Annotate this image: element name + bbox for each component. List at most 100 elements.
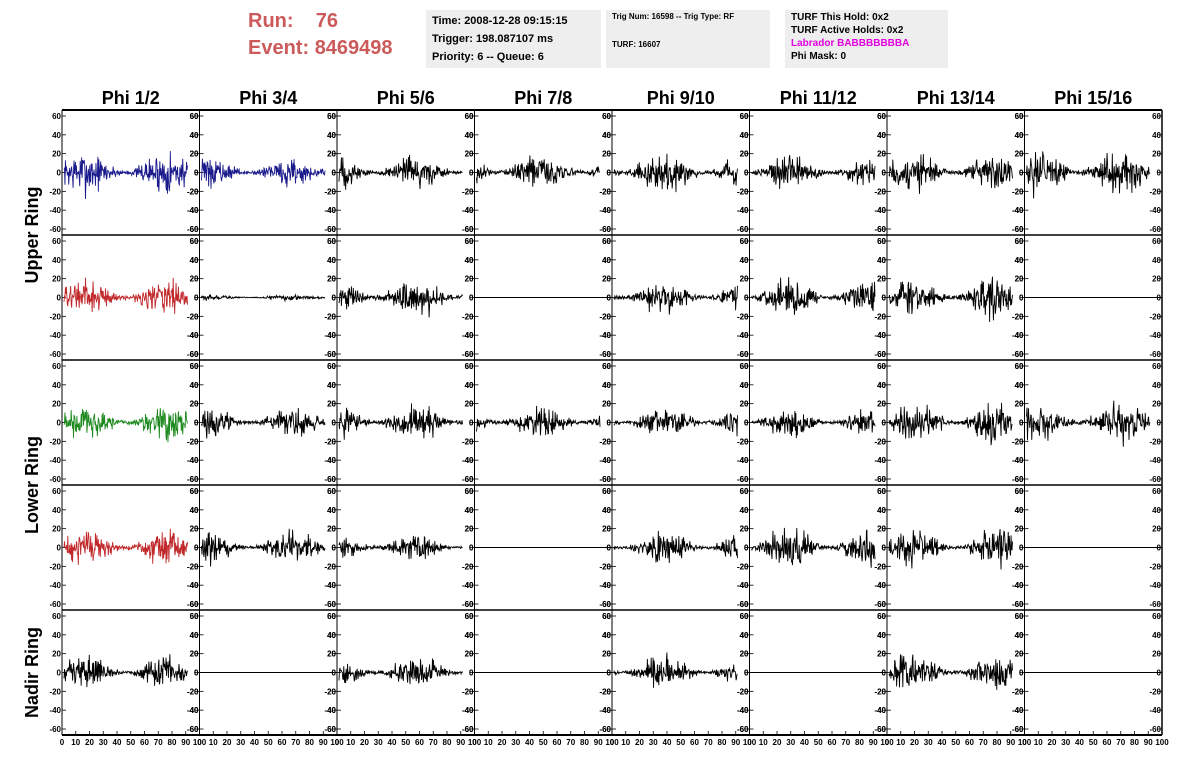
y-tick-label: 60: [740, 237, 749, 246]
y-tick-label: -20: [1012, 562, 1024, 571]
y-tick-label: 60: [465, 612, 474, 621]
y-tick-label-right: -40: [599, 331, 611, 340]
x-tick-label: 50: [814, 738, 823, 747]
y-tick-label-right: 40: [602, 381, 611, 390]
y-tick-label: 0: [744, 294, 749, 303]
y-tick-label: 20: [602, 275, 611, 284]
y-tick-label: -60: [462, 600, 474, 609]
y-tick-label-right: -60: [187, 725, 199, 734]
panel-r3-c0: 60 60 40 40 20 20 0 0 -20 -20 -40 -40 -60 -60: [49, 485, 200, 610]
y-tick-label: 20: [602, 150, 611, 159]
y-tick-label: 60: [52, 112, 61, 121]
y-tick-label-right: -20: [462, 312, 474, 321]
row-headers: Upper Ring Lower Ring Nadir Ring: [22, 187, 42, 719]
y-tick-label: 20: [190, 650, 199, 659]
y-tick-label: 60: [465, 237, 474, 246]
y-tick-label: 60: [1015, 612, 1024, 621]
y-tick-label-right: 60: [327, 487, 336, 496]
y-tick-label: 0: [332, 419, 337, 428]
waveform-panels: 60 60 40 40 20 20 0 0 -20 -20 -40 -40 -60 -60 60 60 40 40…: [49, 109, 1169, 747]
y-tick-label-right: -20: [874, 687, 886, 696]
turf-text: TURF: 16607: [612, 40, 661, 49]
y-tick-label: -40: [874, 206, 886, 215]
y-tick-label: 60: [52, 612, 61, 621]
y-tick-label: 0: [469, 419, 474, 428]
y-tick-label-right: -20: [324, 562, 336, 571]
y-tick-label: -40: [737, 456, 749, 465]
x-tick-label: 60: [690, 738, 699, 747]
y-tick-label-right: -40: [599, 206, 611, 215]
y-tick-label: 0: [57, 669, 62, 678]
y-tick-label: -20: [874, 437, 886, 446]
x-tick-label: 90: [456, 738, 465, 747]
y-tick-label-right: 40: [740, 381, 749, 390]
y-tick-label: -20: [737, 562, 749, 571]
y-tick-label-right: 20: [190, 150, 199, 159]
y-tick-label: 40: [740, 381, 749, 390]
y-tick-label-right: -60: [874, 225, 886, 234]
y-tick-label: -20: [1012, 437, 1024, 446]
event-label: Event:: [248, 37, 310, 59]
y-tick-label: -20: [324, 437, 336, 446]
x-tick-label: 30: [924, 738, 933, 747]
y-tick-label: -20: [49, 437, 61, 446]
trigger-info-box: Trig Num: 16598 -- Trig Type: RF TURF: 1…: [606, 10, 770, 68]
y-tick-label-right: 60: [465, 487, 474, 496]
y-tick-label-right: -60: [1012, 600, 1024, 609]
y-tick-label: -60: [49, 475, 61, 484]
waveform-trace: [63, 654, 188, 688]
y-tick-label: 40: [190, 131, 199, 140]
y-tick-label-right: 0: [469, 669, 474, 678]
x-tick-label: 100: [605, 738, 619, 747]
y-tick-label: 60: [1015, 237, 1024, 246]
y-tick-label: 60: [602, 237, 611, 246]
y-tick-label: 0: [607, 419, 612, 428]
x-tick-label: 60: [828, 738, 837, 747]
panel-r4-c1: 60 60 40 40 20 20 0 0 -20 -20 -40 -40 -60 -60 0 10 20 30 4…: [187, 610, 344, 747]
y-tick-label-right: 60: [1152, 237, 1161, 246]
y-tick-label-right: -20: [462, 687, 474, 696]
y-tick-label-right: 60: [1152, 612, 1161, 621]
y-tick-label: 40: [877, 506, 886, 515]
y-tick-label-right: 20: [1015, 650, 1024, 659]
y-tick-label: -40: [187, 706, 199, 715]
y-tick-label-right: -20: [187, 687, 199, 696]
y-tick-label: -20: [874, 187, 886, 196]
y-tick-label-right: 60: [1015, 612, 1024, 621]
y-tick-label-right: -60: [187, 350, 199, 359]
y-tick-label: 60: [877, 362, 886, 371]
y-tick-label-right: 40: [465, 631, 474, 640]
y-tick-label-right: -40: [187, 581, 199, 590]
y-tick-label: -60: [599, 350, 611, 359]
y-tick-label-right: 0: [607, 169, 612, 178]
y-tick-label-right: 0: [332, 544, 337, 553]
y-tick-label-right: 40: [602, 256, 611, 265]
y-tick-label: 20: [52, 150, 61, 159]
y-tick-label-right: -60: [462, 475, 474, 484]
y-tick-label: -60: [462, 350, 474, 359]
y-tick-label: 40: [190, 631, 199, 640]
y-tick-label-right: 40: [877, 631, 886, 640]
y-tick-label-right: 60: [877, 612, 886, 621]
panel-r1-c0: 60 60 40 40 20 20 0 0 -20 -20 -40 -40 -60 -60: [49, 235, 200, 360]
y-tick-label-right: 0: [744, 669, 749, 678]
waveform-trace: [888, 654, 1013, 690]
x-tick-label: 80: [443, 738, 452, 747]
y-tick-label-right: -60: [737, 475, 749, 484]
x-tick-label: 70: [154, 738, 163, 747]
labrador-text: Labrador BABBBBBBBA: [791, 38, 910, 49]
x-tick-label: 20: [1048, 738, 1057, 747]
column-header-5: Phi 9/10: [647, 88, 715, 108]
y-tick-label-right: 20: [190, 650, 199, 659]
column-header-1: Phi 1/2: [102, 88, 160, 108]
x-tick-label: 90: [319, 738, 328, 747]
y-tick-label-right: -60: [737, 225, 749, 234]
y-tick-label: -40: [874, 456, 886, 465]
y-tick-label: 0: [882, 294, 887, 303]
y-tick-label: 0: [194, 169, 199, 178]
y-tick-label: 20: [1015, 650, 1024, 659]
x-tick-label: 10: [1034, 738, 1043, 747]
y-tick-label-right: 20: [465, 650, 474, 659]
y-tick-label-right: 20: [602, 400, 611, 409]
